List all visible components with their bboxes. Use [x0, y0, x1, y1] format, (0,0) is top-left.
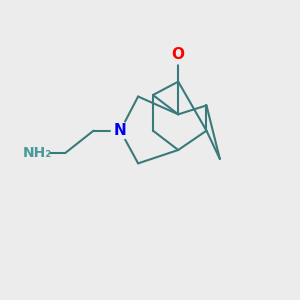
- Text: O: O: [172, 47, 185, 62]
- Text: N: N: [114, 123, 127, 138]
- Circle shape: [26, 142, 48, 164]
- Circle shape: [169, 46, 187, 64]
- Text: NH₂: NH₂: [22, 146, 52, 160]
- Circle shape: [111, 122, 129, 140]
